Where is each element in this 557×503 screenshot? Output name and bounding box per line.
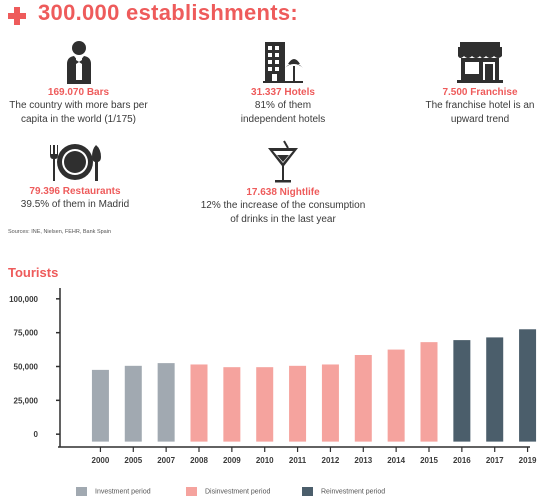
stat-desc-line: The country with more bars per xyxy=(9,100,148,111)
bar xyxy=(321,364,339,442)
stat-restaurants: 79.396 Restaurants 39.5% of them in Madr… xyxy=(0,143,150,211)
stat-value: 7.500 Franchise xyxy=(442,87,518,98)
stat-desc-line: independent hotels xyxy=(240,114,326,125)
x-tick-label: 2014 xyxy=(387,456,405,465)
stat-desc-line: of drinks in the last year xyxy=(230,214,336,225)
bar xyxy=(387,349,405,442)
x-tick-label: 2005 xyxy=(124,456,142,465)
x-tick-label: 2012 xyxy=(322,456,340,465)
chart-title: Tourists xyxy=(8,265,59,280)
stat-value: 79.396 Restaurants xyxy=(29,186,121,197)
legend-swatch xyxy=(76,487,87,496)
stat-bars: 169.070 Bars The country with more bars … xyxy=(0,40,157,126)
stat-desc-line: capita in the world (1/175) xyxy=(20,114,137,125)
hotel-icon xyxy=(263,42,303,83)
y-tick-label: 75,000 xyxy=(14,329,39,338)
bar xyxy=(223,367,241,442)
page-title: 300.000 establishments: xyxy=(38,0,299,25)
y-tick-label: 100,000 xyxy=(9,295,38,304)
x-tick-label: 2017 xyxy=(486,456,504,465)
sources-note: Sources: INE, Nielsen, FEHR, Bank Spain xyxy=(8,229,112,235)
stat-value: 17.638 Nightlife xyxy=(246,187,320,198)
legend-label: Reinvestment period xyxy=(321,488,386,496)
stat-hotels: 31.337 Hotels 81% of them independent ho… xyxy=(208,40,358,126)
legend-disinvestment: Disinvestment period xyxy=(186,487,270,496)
x-tick-label: 2000 xyxy=(92,456,110,465)
stat-franchise: 7.500 Franchise The franchise hotel is a… xyxy=(405,40,555,126)
cocktail-icon xyxy=(268,140,298,183)
tourists-bar-chart: 0 25,000 50,000 75,000 100,000 2000 2005 2007 20… xyxy=(9,288,537,465)
x-tick-label: 2013 xyxy=(354,456,372,465)
legend-label: Disinvestment period xyxy=(205,488,271,496)
legend-investment: Investment period xyxy=(76,487,151,496)
x-tick-label: 2009 xyxy=(223,456,241,465)
stat-desc-line: upward trend xyxy=(450,114,510,125)
bar xyxy=(420,342,438,442)
legend-label: Investment period xyxy=(95,488,151,496)
bar xyxy=(354,354,372,442)
x-tick-label: 2011 xyxy=(289,456,307,465)
y-tick-label: 50,000 xyxy=(14,363,39,372)
plate-cutlery-icon xyxy=(50,144,101,181)
stat-desc-line: 12% the increase of the consumption xyxy=(200,200,366,211)
x-tick-label: 2019 xyxy=(519,456,537,465)
x-tick-label: 2016 xyxy=(453,456,471,465)
bar xyxy=(519,329,537,442)
x-tick-label: 2010 xyxy=(256,456,274,465)
legend-swatch xyxy=(186,487,197,496)
bar xyxy=(91,369,109,442)
stat-desc-line: 81% of them xyxy=(254,100,312,111)
bar xyxy=(124,365,142,442)
waiter-icon xyxy=(66,41,91,84)
bar xyxy=(486,337,504,442)
storefront-icon xyxy=(457,42,503,83)
bar xyxy=(289,365,307,442)
stat-desc-line: The franchise hotel is an xyxy=(425,100,535,111)
plus-cross-icon xyxy=(8,7,26,25)
stat-desc-line: 39.5% of them in Madrid xyxy=(20,199,130,210)
x-tick-label: 2007 xyxy=(157,456,175,465)
x-tick-label: 2015 xyxy=(420,456,438,465)
stat-value: 31.337 Hotels xyxy=(251,87,315,98)
bar xyxy=(453,340,471,442)
stat-value: 169.070 Bars xyxy=(47,87,110,98)
bar xyxy=(256,367,274,442)
legend-reinvestment: Reinvestment period xyxy=(302,487,385,496)
y-tick-label: 25,000 xyxy=(14,396,39,405)
y-tick-label: 0 xyxy=(34,430,39,439)
bar xyxy=(157,363,175,442)
bar xyxy=(190,364,208,442)
legend-swatch xyxy=(302,487,313,496)
stat-nightlife: 17.638 Nightlife 12% the increase of the… xyxy=(188,140,378,226)
x-tick-label: 2008 xyxy=(190,456,208,465)
